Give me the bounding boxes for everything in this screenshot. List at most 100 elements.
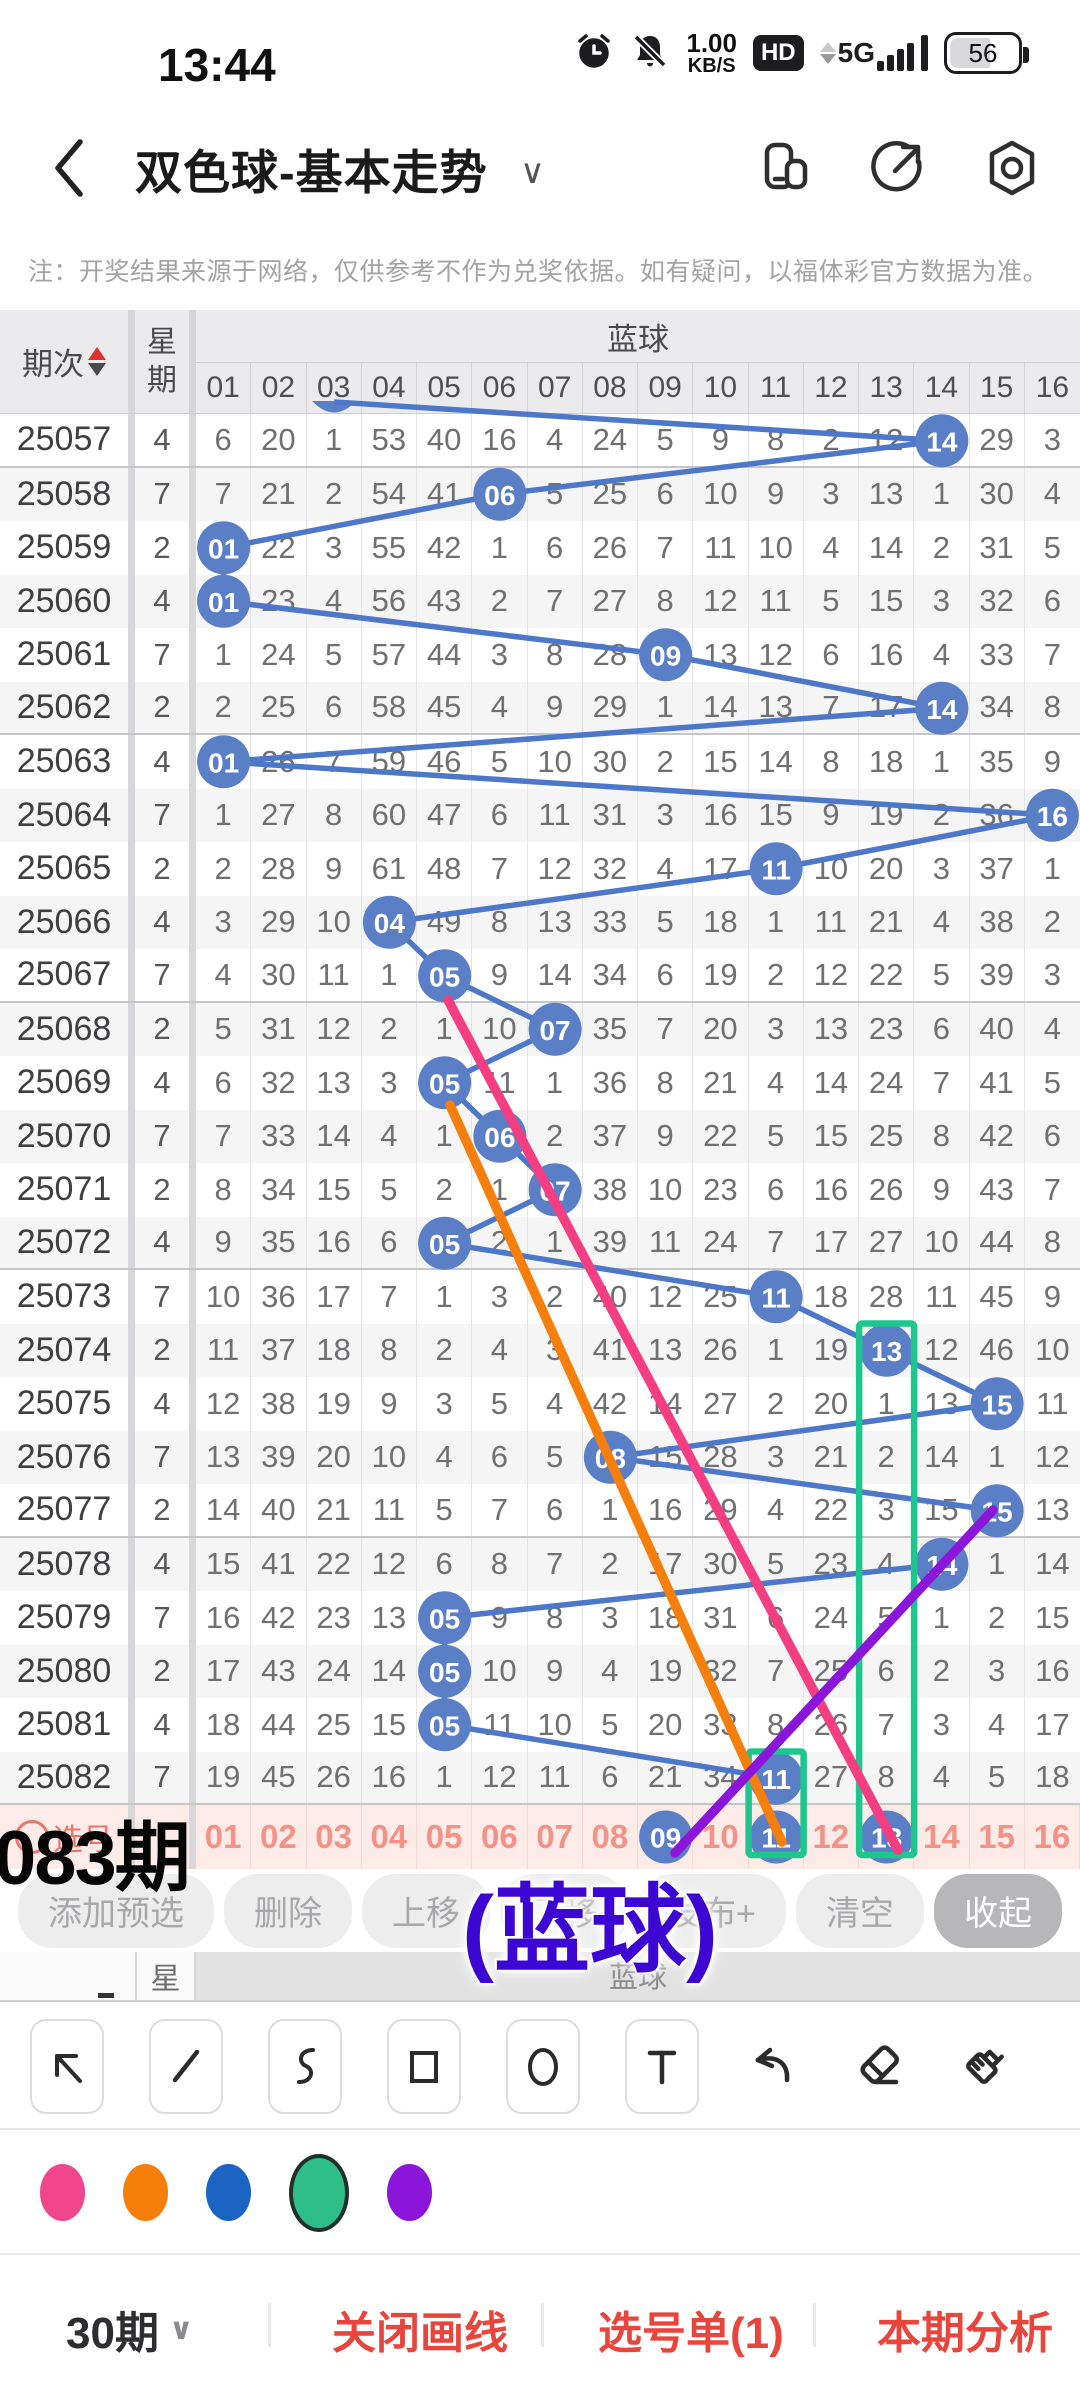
table-row: 25067 7 4 30 11 1 9 14 34 6 19 2 12 22 5 39 3 [0,949,1080,1003]
miss-cell: 34 [251,1163,307,1217]
miss-cell: 38 [970,895,1025,949]
miss-cell [749,1751,804,1803]
miss-cell: 8 [638,574,694,628]
prediction-number-cell[interactable]: 14 [914,1805,970,1869]
pill-删除[interactable]: 删除 [224,1873,353,1948]
prediction-row-label: 选号 [0,1805,135,1869]
miss-cell: 16 [362,1751,417,1803]
prediction-number-cell[interactable]: 01 [196,1805,252,1869]
share-icon[interactable] [856,126,940,210]
section2-week-header: 星 [135,1952,196,2000]
eraser-icon[interactable] [849,2018,909,2114]
pill-清空[interactable]: 清空 [795,1873,924,1948]
miss-cell: 45 [970,1270,1025,1324]
miss-cell: 8 [307,788,362,842]
miss-cell: 17 [1035,1706,1070,1742]
miss-cell: 3 [749,1430,804,1484]
section2-blueball-header: 蓝球 [196,1952,1080,2000]
pill-下移[interactable]: 下移 [500,1873,629,1948]
miss-cell: 1 [472,521,528,575]
table-row: 25062 2 2 25 6 58 45 4 9 29 1 14 13 7 17 34 8 [0,681,1080,735]
floating-window-icon[interactable] [744,126,828,210]
prediction-number-cell[interactable]: 16 [1025,1805,1080,1869]
miss-cell: 26 [859,1163,915,1217]
miss-cell: 7 [528,574,583,628]
curve-tool[interactable] [268,2018,342,2114]
period-column-header[interactable]: 期次 [0,310,135,413]
prediction-number-cell[interactable]: 03 [307,1805,362,1869]
miss-cell: 4 [362,1109,417,1163]
miss-cell: 25 [859,1109,915,1163]
ticket-button[interactable]: 选号单(1) [598,2309,784,2358]
period-count-select[interactable]: 30期 ∨ [66,2309,194,2358]
line-tool[interactable] [149,2018,223,2114]
color-swatch[interactable] [206,2164,251,2221]
back-icon[interactable] [40,128,100,208]
miss-cell: 31 [693,1591,749,1645]
undo-icon[interactable] [744,2018,804,2114]
color-swatch[interactable] [289,2153,349,2232]
miss-cell: 44 [417,628,473,682]
miss-cell: 5 [638,895,694,949]
pill-收起[interactable]: 收起 [933,1873,1062,1948]
dash-mark [98,1993,114,1998]
table-row: 25057 4 6 20 1 53 40 16 4 24 5 9 8 2 12 29 3 [0,414,1080,468]
prediction-number-cell[interactable]: 13 [859,1805,915,1869]
miss-cell: 9 [914,1163,970,1217]
miss-cell: 2 [417,1323,473,1377]
miss-cell: 20 [638,1698,694,1752]
ellipse-tool[interactable] [506,2018,580,2114]
miss-cell: 6 [528,1484,583,1536]
pill-上移[interactable]: 上移 [362,1873,491,1948]
miss-cell: 32 [970,574,1025,628]
week-cell: 4 [135,574,196,628]
table-row: 25063 4 26 7 59 46 5 10 30 2 15 14 8 18 1 35 9 [0,735,1080,789]
miss-cell: 2 [914,521,970,575]
miss-cell: 6 [1043,583,1061,619]
period-cell: 25060 [0,574,135,628]
miss-cell: 6 [1043,1118,1061,1154]
miss-cell: 25 [693,1270,749,1324]
prediction-number-cell[interactable]: 02 [251,1805,307,1869]
prediction-number-cell[interactable]: 12 [804,1805,859,1869]
table-row: 25078 4 15 41 22 12 6 8 7 2 17 30 5 23 4 1 14 [0,1537,1080,1591]
clean-brush-icon[interactable] [954,2018,1014,2114]
miss-cell: 46 [970,1323,1025,1377]
title-dropdown-caret[interactable]: ∨ [520,153,545,191]
period-cell: 25059 [0,521,135,575]
miss-cell: 15 [804,1109,859,1163]
miss-cell: 27 [859,1216,915,1268]
miss-cell: 41 [583,1323,638,1377]
miss-cell: 10 [638,1163,694,1217]
miss-cell: 7 [749,1216,804,1268]
text-tool[interactable] [625,2018,699,2114]
miss-cell: 4 [914,1751,970,1803]
rectangle-tool[interactable] [387,2018,461,2114]
pill-发布+[interactable]: 发布+ [638,1873,786,1948]
miss-cell: 39 [583,1216,638,1268]
settings-icon[interactable] [970,126,1054,210]
miss-cell: 42 [970,1109,1025,1163]
miss-cell: 61 [362,842,417,896]
select-arrow-tool[interactable] [30,2018,104,2114]
ball-column-header: 11 [749,363,804,413]
miss-cell: 1 [970,1537,1025,1591]
miss-cell: 56 [362,574,417,628]
miss-cell: 24 [307,1644,362,1698]
miss-cell: 4 [970,1698,1025,1752]
close-drawing-button[interactable]: 关闭画线 [332,2309,508,2358]
prediction-number-cell[interactable]: 04 [362,1805,417,1869]
prediction-number-cell[interactable]: 11 [749,1805,804,1869]
color-swatch[interactable] [123,2164,168,2221]
miss-cell: 23 [859,1002,915,1056]
analysis-button[interactable]: 本期分析 [877,2309,1053,2358]
pill-添加预选[interactable]: 添加预选 [18,1873,214,1948]
miss-cell: 7 [1043,1171,1061,1207]
clock: 13:44 [158,39,276,91]
color-swatch[interactable] [387,2164,432,2221]
miss-cell: 13 [1035,1491,1070,1527]
ball-column-header: 07 [528,363,583,413]
miss-cell [914,414,970,466]
color-swatch[interactable] [40,2164,85,2221]
prediction-number-cell[interactable]: 15 [970,1805,1025,1869]
